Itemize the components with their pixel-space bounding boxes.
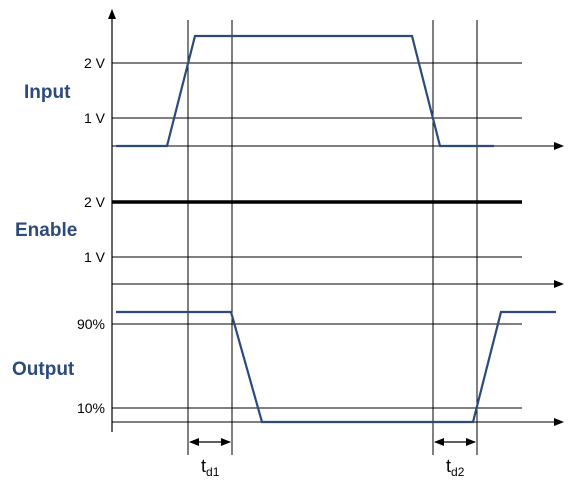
- td2-label: td2: [446, 456, 465, 479]
- signal-label-output: Output: [12, 359, 75, 380]
- signal-label-input: Input: [24, 82, 71, 103]
- tick-enable-2v: 2 V: [84, 194, 106, 210]
- tick-input-2v: 2 V: [84, 55, 106, 71]
- signal-label-enable: Enable: [15, 220, 77, 241]
- tick-output-90: 90%: [77, 316, 105, 332]
- td1-label: td1: [201, 456, 220, 479]
- output-waveform: [116, 310, 556, 424]
- tick-output-10: 10%: [77, 400, 105, 416]
- tick-input-1v: 1 V: [84, 110, 106, 126]
- tick-enable-1v: 1 V: [84, 249, 106, 265]
- input-waveform: [116, 34, 494, 148]
